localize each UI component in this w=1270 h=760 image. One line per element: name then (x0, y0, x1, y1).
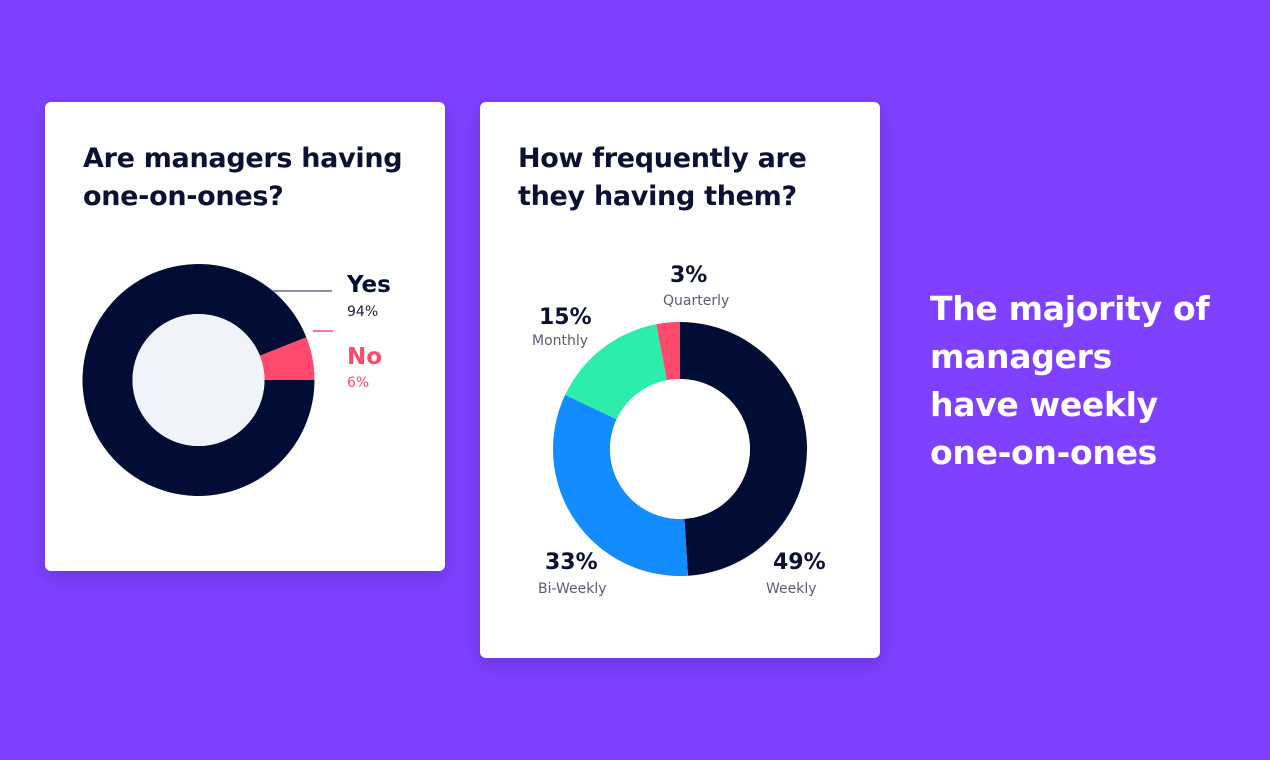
slice-monthly (565, 324, 667, 420)
category-label-weekly: Weekly (766, 581, 817, 597)
category-label-quarterly: Quarterly (663, 293, 729, 309)
donut-chart-frequency: 49% Weekly 33% Bi-Weekly 15% Monthly 3% Quarter… (532, 263, 826, 597)
card-frequency: How frequently are they having them? 49%… (480, 102, 880, 658)
legend-value-no: 6% (347, 375, 369, 391)
headline-line: have weekly (930, 385, 1158, 424)
donut-chart-managers-having: Yes 94% No 6% (82, 264, 391, 497)
data-label-monthly: 15% (539, 305, 592, 330)
donut-hole (610, 379, 750, 519)
data-label-quarterly: 3% (670, 263, 707, 288)
slice-weekly (680, 322, 807, 576)
category-label-bi-weekly: Bi-Weekly (538, 581, 607, 597)
card-managers-having: Are managers having one-on-ones? Yes 94% N… (45, 102, 445, 571)
headline-line: The majority of (930, 289, 1210, 328)
headline-line: one-on-ones (930, 433, 1157, 472)
legend-value-yes: 94% (347, 304, 378, 320)
chart-title: How frequently are they having them? (518, 143, 807, 212)
category-label-monthly: Monthly (532, 333, 588, 349)
headline-line: managers (930, 337, 1112, 376)
slice-no (259, 337, 315, 380)
slice-yes (82, 264, 315, 497)
slice-bi-weekly (553, 394, 688, 576)
data-label-bi-weekly: 33% (545, 550, 598, 575)
headline: The majority of managers have weekly one… (930, 285, 1230, 477)
legend-label-no: No (347, 344, 382, 370)
slice-quarterly (656, 322, 680, 381)
donut-hole (132, 314, 265, 446)
legend-label-yes: Yes (346, 272, 391, 298)
data-label-weekly: 49% (773, 550, 826, 575)
chart-title: Are managers having one-on-ones? (83, 143, 403, 212)
